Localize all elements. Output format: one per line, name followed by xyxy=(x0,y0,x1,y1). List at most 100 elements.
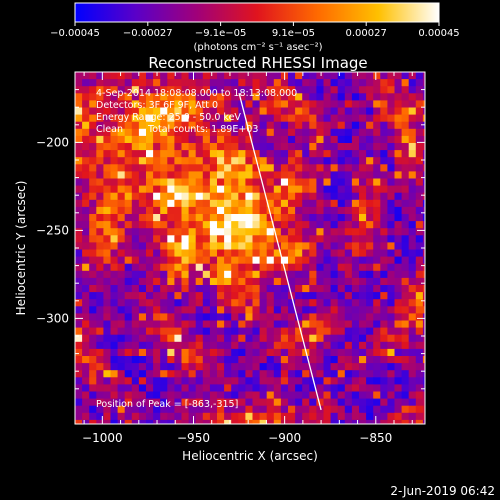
heatmap-cell xyxy=(82,249,90,257)
heatmap-cell xyxy=(160,199,168,208)
heatmap-cell xyxy=(394,292,402,300)
heatmap-cell xyxy=(209,419,218,424)
heatmap-cell xyxy=(224,242,232,250)
heatmap-cell xyxy=(330,171,339,179)
heatmap-cell xyxy=(259,370,268,378)
heatmap-cell xyxy=(266,334,275,343)
heatmap-cell xyxy=(103,327,111,336)
heatmap-cell xyxy=(217,150,225,158)
heatmap-cell xyxy=(259,356,268,364)
heatmap-cell xyxy=(380,79,388,87)
heatmap-cell xyxy=(295,150,303,158)
heatmap-cell xyxy=(380,419,388,424)
heatmap-cell xyxy=(408,277,417,286)
heatmap-cell xyxy=(195,150,204,158)
heatmap-cell xyxy=(231,72,239,80)
heatmap-cell xyxy=(422,185,425,194)
heatmap-cell xyxy=(167,384,175,392)
heatmap-cell xyxy=(280,391,289,399)
heatmap-cell xyxy=(401,86,410,94)
heatmap-cell xyxy=(323,199,331,208)
heatmap-cell xyxy=(280,121,289,130)
heatmap-cell xyxy=(266,135,275,144)
heatmap-cell xyxy=(146,391,154,399)
heatmap-cell xyxy=(380,221,388,229)
heatmap-cell xyxy=(117,228,126,236)
heatmap-cell xyxy=(224,199,232,208)
heatmap-cell xyxy=(117,93,126,101)
heatmap-cell xyxy=(110,334,118,343)
heatmap-cell xyxy=(373,79,381,87)
heatmap-cell xyxy=(89,121,97,130)
heatmap-cell xyxy=(181,306,189,314)
heatmap-cell xyxy=(167,356,175,364)
heatmap-cell xyxy=(124,313,133,321)
heatmap-cell xyxy=(330,178,339,186)
heatmap-cell xyxy=(302,249,310,257)
heatmap-cell xyxy=(153,150,161,158)
heatmap-cell xyxy=(309,398,317,407)
heatmap-cell xyxy=(138,143,147,151)
heatmap-cell xyxy=(359,320,367,328)
heatmap-cell xyxy=(359,100,367,108)
heatmap-cell xyxy=(89,377,97,385)
heatmap-cell xyxy=(295,306,303,314)
heatmap-cell xyxy=(238,412,246,421)
heatmap-cell xyxy=(146,384,154,392)
heatmap-cell xyxy=(96,107,104,115)
heatmap-cell xyxy=(401,221,410,229)
heatmap-cell xyxy=(415,405,424,414)
heatmap-cell xyxy=(117,377,126,385)
heatmap-cell xyxy=(344,171,353,179)
heatmap-cell xyxy=(131,86,140,94)
heatmap-cell xyxy=(174,306,182,314)
heatmap-cell xyxy=(359,185,367,194)
heatmap-cell xyxy=(401,143,410,151)
heatmap-cell xyxy=(96,178,104,186)
heatmap-cell xyxy=(288,348,296,357)
heatmap-cell xyxy=(394,164,402,172)
heatmap-cell xyxy=(330,164,339,172)
heatmap-cell xyxy=(280,270,289,279)
heatmap-cell xyxy=(259,79,268,87)
heatmap-cell xyxy=(217,72,225,80)
heatmap-cell xyxy=(75,299,83,307)
heatmap-cell xyxy=(117,199,126,208)
heatmap-cell xyxy=(280,384,289,392)
heatmap-cell xyxy=(266,100,275,108)
heatmap-cell xyxy=(259,228,268,236)
heatmap-cell xyxy=(380,320,388,328)
heatmap-cell xyxy=(415,313,424,321)
heatmap-cell xyxy=(295,356,303,364)
heatmap-cell xyxy=(160,206,168,215)
heatmap-cell xyxy=(89,143,97,151)
heatmap-cell xyxy=(131,100,140,108)
heatmap-cell xyxy=(394,356,402,364)
heatmap-cell xyxy=(96,157,104,165)
heatmap-cell xyxy=(217,377,225,385)
x-tick-label: −850 xyxy=(359,431,392,445)
heatmap-cell xyxy=(273,185,282,194)
y-tick-label: −300 xyxy=(36,311,69,325)
heatmap-cell xyxy=(103,114,111,123)
heatmap-cell xyxy=(117,299,126,307)
heatmap-cell xyxy=(75,221,83,229)
heatmap-cell xyxy=(259,405,268,414)
heatmap-cell xyxy=(394,221,402,229)
heatmap-cell xyxy=(366,249,374,257)
heatmap-cell xyxy=(174,72,182,80)
heatmap-cell xyxy=(82,228,90,236)
heatmap-cell xyxy=(131,370,140,378)
heatmap-cell xyxy=(344,334,353,343)
heatmap-cell xyxy=(394,363,402,371)
heatmap-cell xyxy=(337,206,346,215)
heatmap-cell xyxy=(117,107,126,115)
heatmap-cell xyxy=(408,178,417,186)
heatmap-cell xyxy=(408,143,417,151)
heatmap-cell xyxy=(252,377,260,385)
heatmap-cell xyxy=(344,157,353,165)
heatmap-cell xyxy=(415,270,424,279)
heatmap-cell xyxy=(231,370,239,378)
heatmap-cell xyxy=(366,72,374,80)
heatmap-cell xyxy=(280,299,289,307)
